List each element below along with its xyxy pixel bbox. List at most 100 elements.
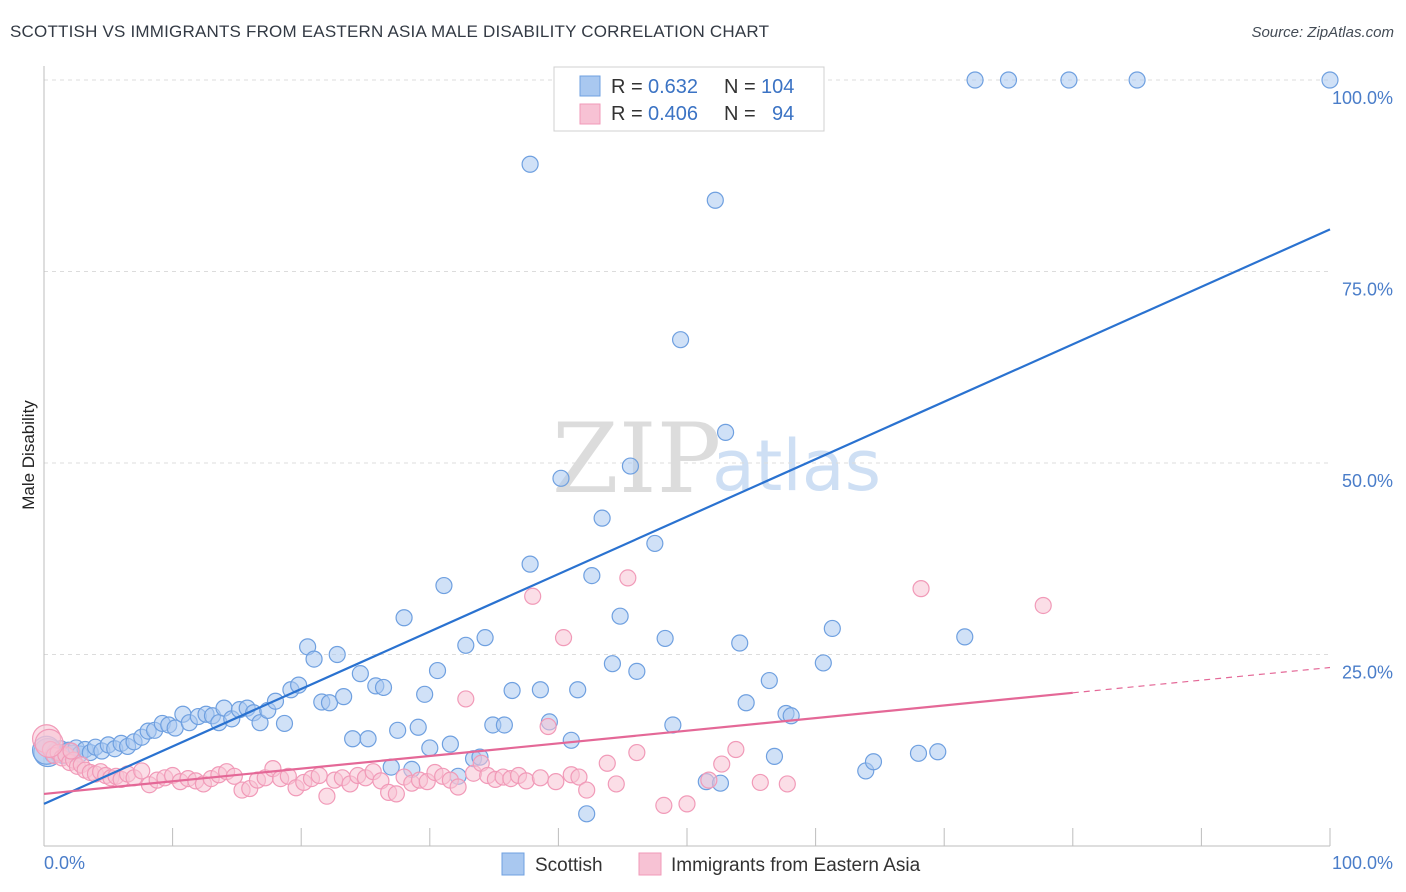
scottish-point-50 — [344, 730, 362, 748]
immigrants-point-61 — [449, 778, 467, 796]
immigrants-point-86 — [713, 755, 731, 773]
scottish-point-110 — [521, 155, 539, 173]
immigrants-points — [31, 569, 1052, 815]
scottish-point-59 — [409, 718, 427, 736]
scottish-point-78 — [569, 681, 587, 699]
watermark: ZIP atlas — [552, 403, 881, 515]
immigrants-point-43 — [310, 766, 328, 785]
immigrants-point-70 — [517, 772, 535, 790]
legend-r-value-2: 0.406 — [648, 103, 698, 125]
scottish-point-69 — [476, 629, 494, 647]
immigrants-trend-extension — [1072, 666, 1331, 694]
immigrants-point-88 — [751, 773, 769, 792]
scottish-point-84 — [621, 457, 640, 475]
scottish-point-79 — [578, 805, 596, 823]
scottish-point-48 — [328, 645, 346, 664]
scottish-point-57 — [395, 609, 413, 627]
scottish-point-80 — [583, 567, 601, 585]
scottish-point-82 — [603, 655, 622, 673]
legend-n-value-2: 94 — [772, 103, 794, 125]
scottish-point-85 — [628, 662, 646, 680]
immigrants-point-85 — [700, 771, 718, 789]
scottish-point-105 — [956, 628, 974, 646]
scottish-point-54 — [374, 678, 393, 697]
bottom-legend-immigrants: Immigrants from Eastern Asia — [671, 855, 921, 876]
scottish-point-87 — [656, 629, 674, 648]
scottish-point-96 — [765, 747, 784, 765]
scottish-point-45 — [305, 650, 323, 668]
immigrants-point-84 — [678, 795, 696, 813]
scottish-point-92 — [716, 423, 735, 441]
immigrants-point-81 — [619, 569, 637, 587]
scottish-point-72 — [503, 681, 521, 700]
scottish-point-102 — [864, 753, 883, 771]
immigrants-point-74 — [547, 773, 565, 791]
scottish-point-74 — [531, 681, 549, 699]
immigrants-point-83 — [655, 796, 673, 815]
chart-title: SCOTTISH VS IMMIGRANTS FROM EASTERN ASIA… — [10, 22, 770, 41]
scottish-point-38 — [251, 714, 269, 732]
bottom-legend-swatch-immigrants — [638, 852, 662, 876]
immigrants-point-77 — [570, 768, 588, 786]
immigrants-point-93 — [62, 742, 80, 760]
scottish-point-49 — [335, 688, 353, 706]
legend-r-label-2: R = — [611, 103, 643, 125]
x-tick-label-1: 100.0% — [1332, 853, 1393, 873]
legend-swatch-scottish — [579, 75, 601, 97]
scottish-point-47 — [320, 694, 339, 712]
scottish-point-107 — [999, 71, 1018, 89]
immigrants-point-91 — [1034, 596, 1052, 615]
legend-r-label-1: R = — [611, 76, 643, 98]
legend-n-label-2: N = — [724, 103, 756, 125]
gridlines — [44, 79, 1330, 655]
scottish-point-62 — [428, 661, 447, 680]
scottish-point-71 — [495, 716, 513, 734]
x-tick-label-0: 0.0% — [44, 853, 85, 873]
y-tick-label-2: 75.0% — [1342, 280, 1393, 300]
scottish-point-95 — [760, 671, 778, 690]
legend-n-value-1: 104 — [761, 76, 794, 98]
immigrants-point-73 — [539, 717, 557, 736]
scottish-point-104 — [929, 743, 947, 761]
immigrants-point-78 — [578, 781, 596, 799]
y-tick-label-1: 50.0% — [1342, 471, 1393, 491]
x-tick-labels: 0.0% 100.0% — [44, 853, 1393, 873]
y-tick-label-3: 100.0% — [1332, 88, 1393, 108]
immigrants-point-90 — [912, 580, 930, 598]
y-tick-labels: 25.0% 50.0% 75.0% 100.0% — [1332, 88, 1393, 683]
scottish-point-66 — [457, 636, 475, 654]
legend-r-value-1: 0.632 — [648, 76, 698, 98]
scottish-point-106 — [966, 71, 984, 89]
trend-lines — [43, 228, 1331, 805]
immigrants-trend-line — [43, 691, 1073, 796]
scottish-point-41 — [275, 714, 294, 733]
immigrants-point-92 — [34, 728, 64, 758]
scottish-point-81 — [593, 509, 611, 527]
y-tick-label-0: 25.0% — [1342, 663, 1393, 683]
scottish-point-51 — [351, 665, 369, 683]
scottish-point-113 — [1321, 71, 1339, 89]
scottish-point-93 — [731, 634, 749, 652]
scottish-trend-line — [43, 228, 1331, 805]
scottish-point-77 — [562, 731, 580, 749]
immigrants-point-75 — [554, 629, 573, 647]
immigrants-point-87 — [727, 740, 745, 759]
scottish-point-103 — [909, 744, 928, 762]
scottish-point-109 — [1128, 71, 1146, 89]
immigrants-point-80 — [607, 775, 625, 793]
immigrants-point-20 — [133, 762, 151, 780]
series-legend: Scottish Immigrants from Eastern Asia — [501, 852, 921, 876]
scottish-point-76 — [552, 469, 570, 487]
chart-source: Source: ZipAtlas.com — [1251, 24, 1394, 41]
scottish-point-94 — [737, 694, 755, 712]
immigrants-point-71 — [524, 587, 542, 605]
bottom-legend-scottish: Scottish — [535, 855, 603, 876]
immigrants-point-72 — [531, 769, 549, 787]
scottish-point-89 — [671, 331, 690, 349]
scottish-point-64 — [441, 735, 459, 753]
bottom-legend-swatch-scottish — [501, 852, 525, 876]
scottish-point-99 — [814, 654, 832, 672]
scottish-point-83 — [611, 607, 629, 625]
legend-swatch-immigrants — [579, 103, 601, 125]
